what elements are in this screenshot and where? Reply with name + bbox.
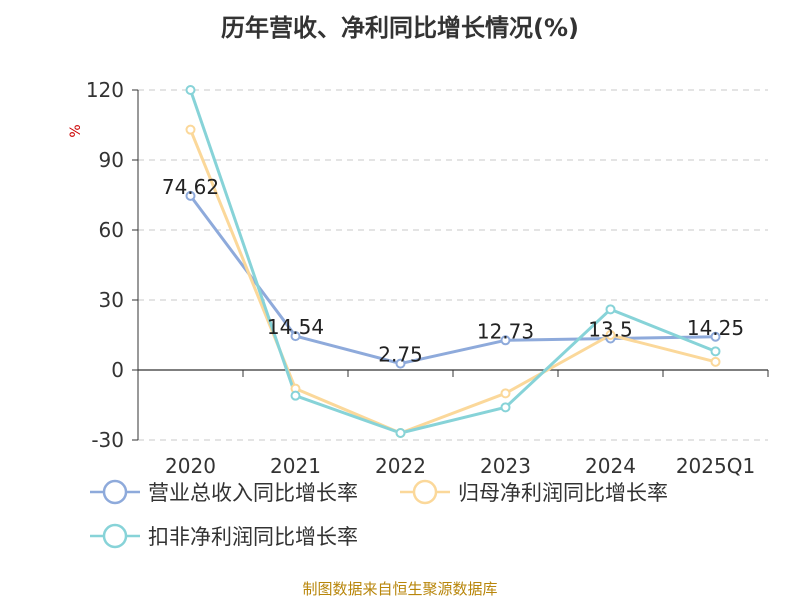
series-3-point	[500, 402, 511, 413]
y-tick-label: -30	[91, 428, 124, 452]
legend-item-2: 归母净利润同比增长率	[400, 479, 668, 505]
legend-swatch-marker	[412, 479, 438, 505]
series-2-point	[710, 356, 721, 367]
legend-swatch-marker	[102, 479, 128, 505]
data-label: 13.5	[588, 318, 633, 342]
y-tick-label: 90	[99, 148, 124, 172]
x-tick-label: 2022	[375, 454, 426, 478]
series-2-point	[500, 388, 511, 399]
data-label-layer: 74.62 14.54 2.75 12.73 13.5 14.25	[162, 175, 744, 367]
y-axis-unit-label: %	[68, 124, 84, 137]
axis-layer: 120 90 60 30 0 -30 2020 2021 2022 2023 2024 2025Q1	[86, 78, 769, 478]
grid-layer	[138, 89, 768, 441]
series-1-point	[185, 190, 196, 201]
series-1-point	[710, 331, 721, 342]
series-1-point	[290, 331, 301, 342]
series-2-point	[605, 330, 616, 340]
data-label: 2.75	[378, 343, 423, 367]
series-3-point	[185, 85, 196, 95]
source-note: 制图数据来自恒生聚源数据库	[302, 580, 498, 598]
series-layer	[185, 85, 721, 438]
data-label: 14.25	[687, 316, 744, 340]
y-tick-label: 0	[111, 358, 124, 382]
legend-item-1: 营业总收入同比增长率	[90, 479, 358, 505]
x-tick-label: 2021	[270, 454, 321, 478]
data-label: 12.73	[477, 319, 534, 343]
legend-label: 营业总收入同比增长率	[148, 481, 358, 505]
legend-item-3: 扣非净利润同比增长率	[90, 523, 358, 549]
series-1-point	[500, 335, 511, 346]
x-tick-label: 2024	[585, 454, 636, 478]
y-tick-label: 60	[99, 218, 124, 242]
y-tick-label: 30	[99, 288, 124, 312]
x-tick-label: 2020	[165, 454, 216, 478]
series-line-2	[189, 129, 716, 435]
series-3-point	[395, 428, 406, 438]
series-3-point	[710, 346, 721, 357]
series-2-point	[185, 124, 196, 135]
x-tick-label: 2025Q1	[676, 454, 755, 478]
series-line-3	[189, 89, 717, 435]
series-3-point	[290, 390, 301, 401]
data-label: 14.54	[267, 315, 324, 339]
x-tick-label: 2023	[480, 454, 531, 478]
legend-label: 归母净利润同比增长率	[458, 481, 668, 505]
legend-label: 扣非净利润同比增长率	[148, 525, 358, 549]
y-tick-label: 120	[86, 78, 124, 102]
data-label: 74.62	[162, 175, 219, 199]
series-1-point	[395, 358, 406, 369]
legend-swatch-marker	[102, 523, 128, 549]
series-3-point	[605, 304, 616, 315]
chart-title: 历年营收、净利同比增长情况(%)	[221, 14, 579, 42]
